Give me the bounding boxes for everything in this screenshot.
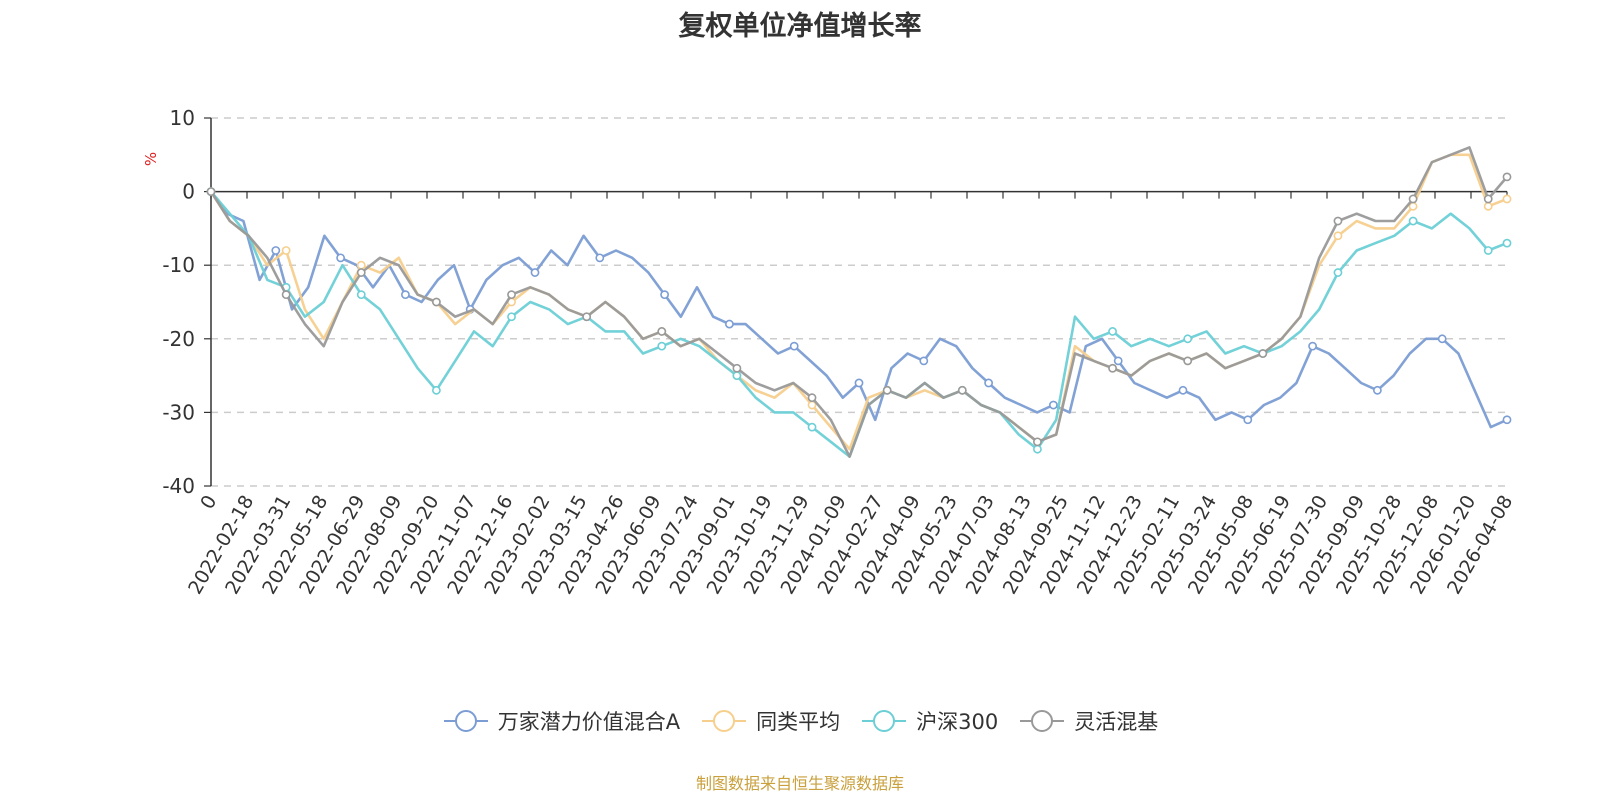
legend-item[interactable]: 沪深300 — [860, 706, 998, 736]
series-point — [1258, 349, 1268, 358]
series-point — [957, 385, 967, 395]
series-point — [1308, 341, 1317, 351]
series-point — [1502, 415, 1512, 425]
series-point — [807, 393, 817, 403]
legend-marker-icon — [702, 710, 747, 732]
source-note: 制图数据来自恒生聚源数据库 — [695, 774, 904, 793]
series-point — [807, 422, 817, 432]
series-point — [530, 268, 540, 277]
legend-marker-icon — [1020, 710, 1065, 732]
series-point — [1183, 334, 1193, 344]
series-point — [431, 297, 441, 307]
series-point — [854, 378, 864, 388]
x-tick-label: 0 — [196, 492, 221, 513]
series-point — [1183, 356, 1193, 366]
series-point — [789, 341, 799, 351]
legend-label: 万家潜力价值混合A — [497, 710, 681, 734]
series-point — [1408, 194, 1418, 204]
y-tick-label: 0 — [182, 180, 195, 204]
series-point — [732, 363, 742, 373]
series-point — [1502, 194, 1512, 204]
series-point — [1113, 356, 1123, 366]
series-point — [1437, 334, 1447, 344]
series-point — [660, 290, 669, 300]
y-tick-label: 10 — [170, 106, 195, 130]
y-tick-label: -10 — [162, 253, 195, 277]
series-point — [657, 341, 667, 351]
series-point — [281, 290, 291, 300]
series-point — [356, 268, 366, 277]
series-point — [582, 312, 592, 322]
series-point — [1373, 385, 1382, 395]
y-axis-label: % — [142, 152, 160, 166]
series-point — [919, 356, 929, 366]
series-point — [725, 319, 734, 329]
legend: 万家潜力价值混合A 同类平均 沪深300 灵活混基 — [0, 706, 1600, 736]
series-point — [1108, 363, 1117, 373]
series-line-3 — [210, 190, 1508, 458]
series-point — [356, 290, 366, 300]
series-point — [1178, 385, 1188, 395]
legend-label: 灵活混基 — [1074, 710, 1159, 734]
series-point — [1108, 327, 1117, 336]
y-tick-label: -30 — [162, 400, 195, 424]
series-point — [1333, 216, 1343, 226]
series-point — [1483, 246, 1493, 255]
series-point — [1033, 444, 1042, 454]
series-point — [431, 385, 441, 395]
legend-marker-icon — [443, 710, 488, 732]
legend-item[interactable]: 万家潜力价值混合A — [442, 706, 680, 736]
series-point — [1333, 268, 1343, 277]
series-point — [657, 327, 667, 336]
series-point — [336, 253, 345, 263]
series-point — [507, 312, 516, 322]
legend-item[interactable]: 同类平均 — [700, 706, 840, 736]
series-point — [1483, 201, 1493, 211]
series-point — [400, 290, 410, 300]
series-point — [1502, 172, 1512, 182]
legend-marker-icon — [862, 710, 907, 732]
series-point — [1243, 415, 1253, 425]
series-line-2 — [209, 153, 1508, 451]
series-point — [1333, 231, 1343, 241]
legend-item[interactable]: 灵活混基 — [1018, 706, 1158, 736]
series-point — [1049, 400, 1058, 410]
series-point — [732, 371, 742, 380]
legend-label: 沪深300 — [916, 710, 999, 734]
series-point — [595, 253, 605, 263]
series-point — [882, 385, 892, 395]
series-line-4 — [209, 146, 1508, 458]
series-point — [356, 260, 366, 270]
series-point — [1483, 194, 1493, 204]
series-point — [1408, 216, 1418, 226]
series-point — [1033, 437, 1042, 447]
y-tick-label: -40 — [162, 474, 195, 498]
series-point — [206, 187, 216, 196]
series-point — [1502, 238, 1512, 248]
series-point — [984, 378, 993, 388]
y-tick-label: -20 — [162, 327, 195, 351]
series-point — [281, 246, 291, 255]
series-point — [507, 290, 516, 300]
series-line-1 — [209, 190, 1508, 429]
chart-title: 复权单位净值增长率 — [678, 11, 922, 42]
series-point — [271, 246, 281, 255]
legend-label: 同类平均 — [756, 710, 841, 734]
